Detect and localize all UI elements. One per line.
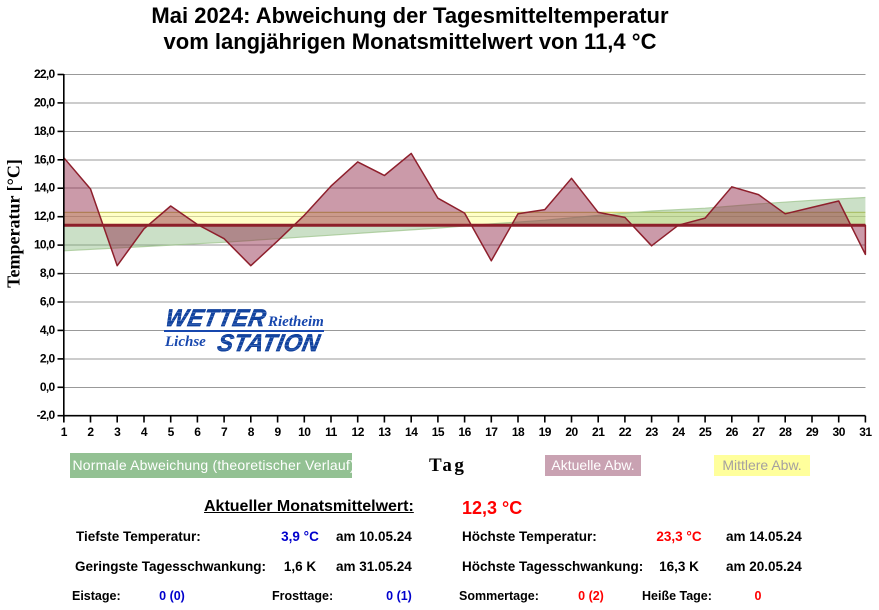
- svg-text:4: 4: [141, 425, 148, 439]
- svg-text:2,0: 2,0: [40, 351, 56, 365]
- svg-text:27: 27: [752, 425, 765, 439]
- svg-text:12: 12: [352, 425, 365, 439]
- svg-text:19: 19: [539, 425, 552, 439]
- svg-text:8: 8: [248, 425, 255, 439]
- svg-text:30: 30: [833, 425, 846, 439]
- svg-text:25: 25: [699, 425, 712, 439]
- svg-text:7: 7: [221, 425, 228, 439]
- svg-text:8,0: 8,0: [40, 266, 56, 280]
- svg-text:18,0: 18,0: [34, 124, 56, 138]
- svg-text:15: 15: [432, 425, 445, 439]
- svg-text:-2,0: -2,0: [37, 408, 56, 422]
- svg-text:4,0: 4,0: [40, 323, 56, 337]
- svg-text:12,0: 12,0: [34, 209, 56, 223]
- svg-text:31: 31: [859, 425, 872, 439]
- svg-text:14,0: 14,0: [34, 181, 56, 195]
- svg-text:10: 10: [298, 425, 311, 439]
- svg-text:28: 28: [779, 425, 792, 439]
- svg-text:20,0: 20,0: [34, 95, 56, 109]
- svg-text:18: 18: [512, 425, 525, 439]
- svg-text:14: 14: [405, 425, 418, 439]
- svg-text:6,0: 6,0: [40, 295, 56, 309]
- svg-text:6: 6: [194, 425, 201, 439]
- svg-text:23: 23: [645, 425, 658, 439]
- svg-text:20: 20: [565, 425, 578, 439]
- svg-text:22,0: 22,0: [34, 67, 56, 81]
- svg-text:29: 29: [806, 425, 819, 439]
- svg-text:1: 1: [61, 425, 68, 439]
- svg-text:22: 22: [619, 425, 632, 439]
- svg-text:9: 9: [275, 425, 282, 439]
- svg-text:21: 21: [592, 425, 605, 439]
- svg-text:2: 2: [87, 425, 94, 439]
- svg-text:10,0: 10,0: [34, 238, 56, 252]
- svg-text:13: 13: [378, 425, 391, 439]
- svg-text:0,0: 0,0: [40, 380, 56, 394]
- svg-text:5: 5: [168, 425, 175, 439]
- svg-text:26: 26: [726, 425, 739, 439]
- svg-text:11: 11: [325, 425, 338, 439]
- svg-text:16: 16: [458, 425, 471, 439]
- svg-text:17: 17: [485, 425, 498, 439]
- svg-text:24: 24: [672, 425, 685, 439]
- svg-text:16,0: 16,0: [34, 152, 56, 166]
- svg-text:3: 3: [114, 425, 121, 439]
